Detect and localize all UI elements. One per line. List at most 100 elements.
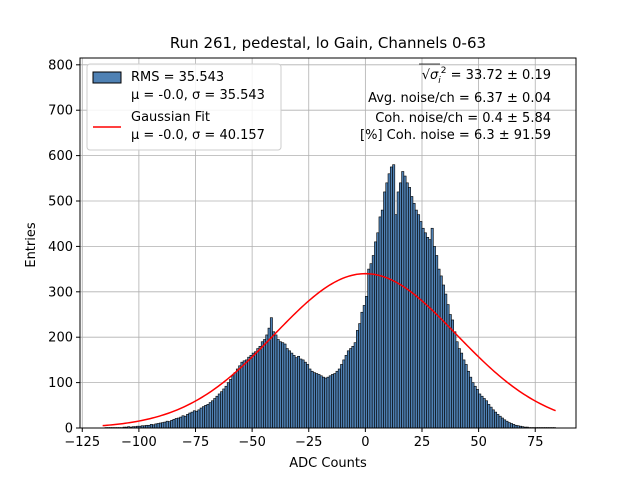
histogram-bar: [199, 407, 203, 429]
histogram-bar: [254, 351, 257, 429]
histogram-bar: [149, 424, 153, 429]
histogram-bar: [263, 339, 267, 429]
plot-frame: [79, 57, 577, 429]
histogram-bar: [476, 389, 479, 429]
histogram-bar: [396, 191, 400, 429]
histogram-bar: [317, 374, 321, 429]
histogram-bar: [204, 405, 208, 429]
histogram-bar: [256, 348, 260, 429]
histogram-bar: [251, 352, 255, 429]
histogram-bar: [279, 341, 282, 429]
histogram-bar: [328, 375, 332, 429]
histogram-bar: [242, 360, 246, 429]
histogram-bar: [337, 368, 341, 429]
histogram-bar: [507, 422, 511, 429]
histogram-bar: [177, 417, 180, 429]
histogram-bar: [494, 411, 498, 429]
x-tick-label-4: −25: [295, 435, 322, 450]
histogram-bar: [154, 423, 158, 429]
histogram-bar: [426, 237, 430, 429]
histogram-bar: [274, 334, 278, 429]
histogram-bar: [351, 345, 355, 429]
annotation-coh-noise-percent: [%] Coh. noise = 6.3 ± 91.59: [360, 128, 551, 143]
histogram-bar: [500, 417, 504, 429]
histogram-bar: [315, 373, 319, 429]
y-axis-ticks: 0 100 200 300 400 500 600 700 800: [48, 58, 80, 437]
histogram-bar: [392, 164, 396, 429]
histogram-bar: [179, 416, 183, 429]
histogram-bar: [208, 402, 212, 429]
histogram-bar: [249, 355, 253, 429]
histogram-bar: [487, 404, 491, 429]
y-tick-label-2: 200: [48, 331, 73, 346]
histogram-bar: [235, 368, 239, 429]
noise-annotations: √σi2 = 33.72 ± 0.19 Avg. noise/ch = 6.37…: [360, 63, 551, 143]
histogram-bar: [272, 331, 276, 429]
histogram-bar: [360, 311, 364, 429]
histogram-bar: [365, 296, 368, 429]
histogram-bar: [478, 393, 482, 429]
histogram-bar: [489, 406, 493, 429]
histogram-bar: [374, 241, 377, 429]
histogram-bar: [231, 375, 235, 429]
histogram-bar: [229, 379, 233, 429]
histogram-bar: [190, 411, 194, 429]
y-tick-label-7: 700: [48, 104, 73, 119]
y-axis-label: Entries: [24, 222, 39, 268]
histogram-bar: [285, 348, 289, 429]
gaussian-fit-curve: [102, 272, 556, 427]
histogram-bar: [206, 404, 210, 429]
histogram-bar: [389, 166, 393, 429]
histogram-bar: [181, 415, 185, 429]
annotation-coh-noise: Coh. noise/ch = 0.4 ± 5.84: [375, 111, 551, 126]
histogram-bar: [224, 385, 228, 429]
y-tick-label-8: 800: [48, 58, 73, 73]
histogram-bar: [346, 350, 350, 429]
histogram-bar: [331, 374, 334, 429]
histogram-bar: [455, 341, 459, 429]
histogram-bar: [283, 343, 287, 429]
sqrt-symbol: √: [422, 68, 431, 83]
histogram-bar: [414, 209, 418, 429]
sigma-symbol: σ: [430, 68, 439, 83]
histogram-bar: [186, 414, 190, 429]
histogram-bar: [265, 334, 269, 429]
histogram-bar: [383, 191, 387, 429]
histogram-bar: [158, 422, 162, 429]
histogram-bar: [161, 422, 165, 429]
legend: RMS = 35.543 μ = -0.0, σ = 35.543 Gaussi…: [86, 63, 282, 151]
histogram-bar: [442, 284, 445, 429]
histogram-bar: [188, 412, 192, 429]
histogram-bar: [435, 255, 439, 429]
x-tick-label-6: 25: [414, 435, 431, 450]
histogram-bar: [247, 356, 251, 429]
histogram-bar: [238, 365, 242, 429]
histogram-bar: [240, 361, 244, 429]
histogram-bar: [226, 382, 230, 429]
histogram-bar: [290, 352, 294, 429]
histogram-bar: [322, 376, 325, 429]
histogram-bar: [362, 305, 366, 429]
histogram-bar: [202, 406, 205, 429]
histogram-bar: [306, 364, 310, 429]
histogram-bar: [380, 209, 384, 429]
histogram-bar: [319, 375, 323, 429]
x-tick-label-8: 75: [527, 435, 544, 450]
histogram-bar: [433, 246, 436, 429]
histogram-bar: [299, 358, 303, 429]
histogram-bar: [410, 196, 414, 429]
histogram-bar: [258, 345, 262, 429]
histogram-bar: [308, 368, 312, 429]
y-tick-label-3: 300: [48, 285, 73, 300]
histogram-bar: [358, 323, 362, 429]
histogram-bar: [378, 216, 382, 429]
histogram-bar: [512, 424, 516, 429]
histogram-bar: [233, 372, 237, 429]
histogram-bar: [412, 202, 416, 429]
histogram-bar: [496, 414, 500, 429]
histogram-bar: [297, 355, 300, 429]
histogram-bar: [451, 319, 454, 429]
histogram-bar: [170, 419, 174, 429]
histogram-bar: [403, 175, 407, 429]
